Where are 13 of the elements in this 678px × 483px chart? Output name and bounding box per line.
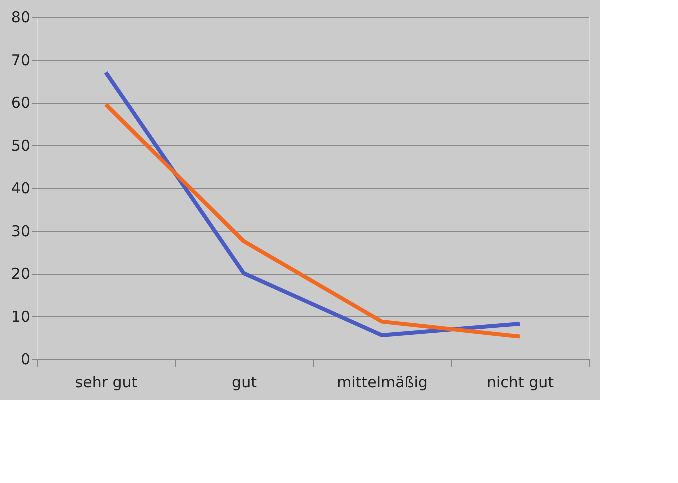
y-tick-label: 60 xyxy=(11,94,30,112)
y-tick-label: 10 xyxy=(11,308,30,326)
x-tick-label: nicht gut xyxy=(487,374,554,392)
y-tick-label: 70 xyxy=(11,51,30,70)
y-tick-label: 0 xyxy=(20,350,30,368)
y-tick-label: 40 xyxy=(11,180,30,198)
y-tick-label: 50 xyxy=(11,136,30,155)
x-tick-label: gut xyxy=(232,374,258,392)
x-tick-label: sehr gut xyxy=(75,374,138,392)
y-tick-label: 30 xyxy=(11,222,30,240)
x-tick-label: mittelmäßig xyxy=(337,374,428,392)
y-tick-label: 20 xyxy=(11,265,30,283)
y-tick-label: 80 xyxy=(11,8,30,26)
